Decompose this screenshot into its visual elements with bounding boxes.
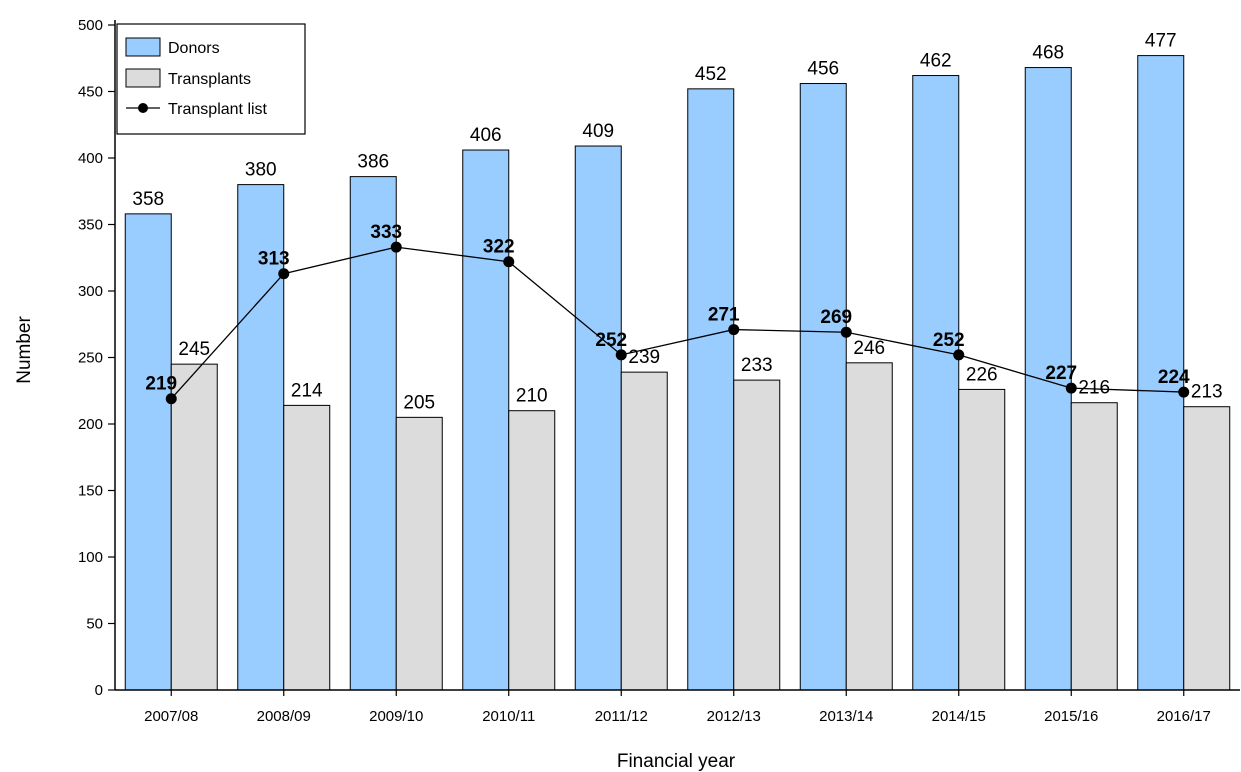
x-tick-label: 2008/09 [257, 708, 311, 725]
transplant-list-point [615, 349, 627, 361]
axes-layer [114, 20, 1240, 691]
bar-donors [687, 88, 735, 691]
y-tick-label: 150 [78, 483, 103, 500]
bar-transplants [395, 416, 443, 691]
bar-donors [912, 75, 960, 691]
bar-donors [799, 83, 847, 691]
y-tick-label: 450 [78, 84, 103, 101]
transplant-list-point [953, 349, 965, 361]
y-tick-label: 0 [95, 682, 103, 699]
legend-swatch-transplants [125, 68, 161, 88]
donors-value-label: 386 [357, 152, 389, 173]
bar-donors [349, 176, 397, 691]
donors-value-label: 468 [1032, 43, 1064, 64]
transplants-value-label: 245 [178, 339, 210, 360]
bar-donors [574, 145, 622, 691]
legend-label-transplant-list: Transplant list [168, 101, 268, 118]
transplants-value-label: 205 [403, 392, 435, 413]
x-tick-label: 2007/08 [144, 708, 198, 725]
donors-value-label: 452 [695, 64, 727, 85]
y-tick-label: 100 [78, 549, 103, 566]
transplants-value-label: 226 [966, 364, 998, 385]
y-tick-label: 300 [78, 283, 103, 300]
transplant-list-point [165, 393, 177, 405]
donors-value-label: 477 [1145, 31, 1177, 52]
transplant-list-value-label: 227 [1045, 363, 1077, 384]
transplant-list-value-label: 252 [595, 330, 627, 351]
x-ticks: 2007/08 2008/09 2009/10 2010/11 2011/12 2012/… [144, 690, 1211, 725]
transplants-value-label: 233 [741, 355, 773, 376]
transplant-list-point [1178, 386, 1190, 398]
bar-donors [237, 184, 285, 691]
x-tick-label: 2016/17 [1157, 708, 1211, 725]
line-layer [165, 241, 1190, 405]
transplant-list-value-label: 322 [483, 237, 515, 258]
transplant-list-value-label: 219 [145, 374, 177, 395]
y-axis-title: Number [14, 316, 35, 384]
donors-value-label: 358 [132, 189, 164, 210]
bar-transplants [845, 362, 893, 691]
donors-value-label: 380 [245, 160, 277, 181]
transplant-list-value-label: 313 [258, 249, 290, 270]
transplant-list-point [503, 256, 515, 268]
bar-donors [1137, 55, 1185, 691]
y-ticks: 0 50 100 150 200 250 300 350 400 450 500 [78, 17, 115, 699]
transplants-value-label: 246 [853, 338, 885, 359]
bar-transplants [958, 388, 1006, 691]
transplant-list-value-label: 252 [933, 330, 965, 351]
bar-donors [1024, 67, 1072, 691]
donors-value-label: 462 [920, 51, 952, 72]
bar-transplants [620, 371, 668, 691]
y-tick-label: 200 [78, 416, 103, 433]
transplant-list-value-label: 333 [370, 222, 402, 243]
legend-label-donors: Donors [168, 40, 220, 57]
x-tick-label: 2009/10 [369, 708, 423, 725]
transplants-value-label: 213 [1191, 382, 1223, 403]
donors-value-label: 456 [807, 59, 839, 80]
bar-transplants [733, 379, 781, 691]
x-tick-label: 2011/12 [595, 708, 648, 725]
donors-value-label: 406 [470, 125, 502, 146]
bar-transplants [508, 410, 556, 691]
bars-layer [124, 55, 1231, 691]
transplant-list-point [728, 324, 740, 336]
transplant-list-value-label: 224 [1158, 367, 1190, 388]
transplant-list-point [278, 268, 290, 280]
x-tick-label: 2012/13 [707, 708, 761, 725]
legend-swatch-donors [125, 37, 161, 57]
bar-transplants [283, 404, 331, 691]
y-tick-label: 500 [78, 17, 103, 34]
transplants-value-label: 239 [628, 347, 660, 368]
bar-transplants [1183, 406, 1231, 691]
transplant-list-value-label: 269 [820, 307, 852, 328]
transplant-list-point [390, 241, 402, 253]
legend: Donors Transplants Transplant list [116, 23, 306, 135]
transplants-value-label: 214 [291, 380, 323, 401]
transplant-list-point [1065, 382, 1077, 394]
x-tick-label: 2013/14 [819, 708, 873, 725]
bar-transplants [170, 363, 218, 691]
x-tick-label: 2015/16 [1044, 708, 1098, 725]
x-tick-label: 2014/15 [932, 708, 986, 725]
legend-line-marker [138, 103, 148, 113]
transplants-value-label: 210 [516, 386, 548, 407]
y-tick-label: 50 [86, 616, 103, 633]
legend-label-transplants: Transplants [168, 71, 251, 88]
bar-transplants [1070, 402, 1118, 691]
data-labels: 358 245 380 214 386 205 406 210 409 239 452 233 456 2… [132, 31, 1222, 414]
transplants-value-label: 216 [1078, 378, 1110, 399]
x-tick-label: 2010/11 [482, 708, 535, 725]
transplant-list-line [170, 246, 1184, 400]
transplant-list-value-label: 271 [708, 305, 740, 326]
y-tick-label: 250 [78, 350, 103, 367]
bar-donors [124, 213, 172, 691]
y-tick-label: 400 [78, 150, 103, 167]
donors-value-label: 409 [582, 121, 614, 142]
bar-donors [462, 149, 510, 691]
x-axis-title: Financial year [617, 751, 736, 772]
transplant-list-point [840, 326, 852, 338]
y-tick-label: 350 [78, 217, 103, 234]
